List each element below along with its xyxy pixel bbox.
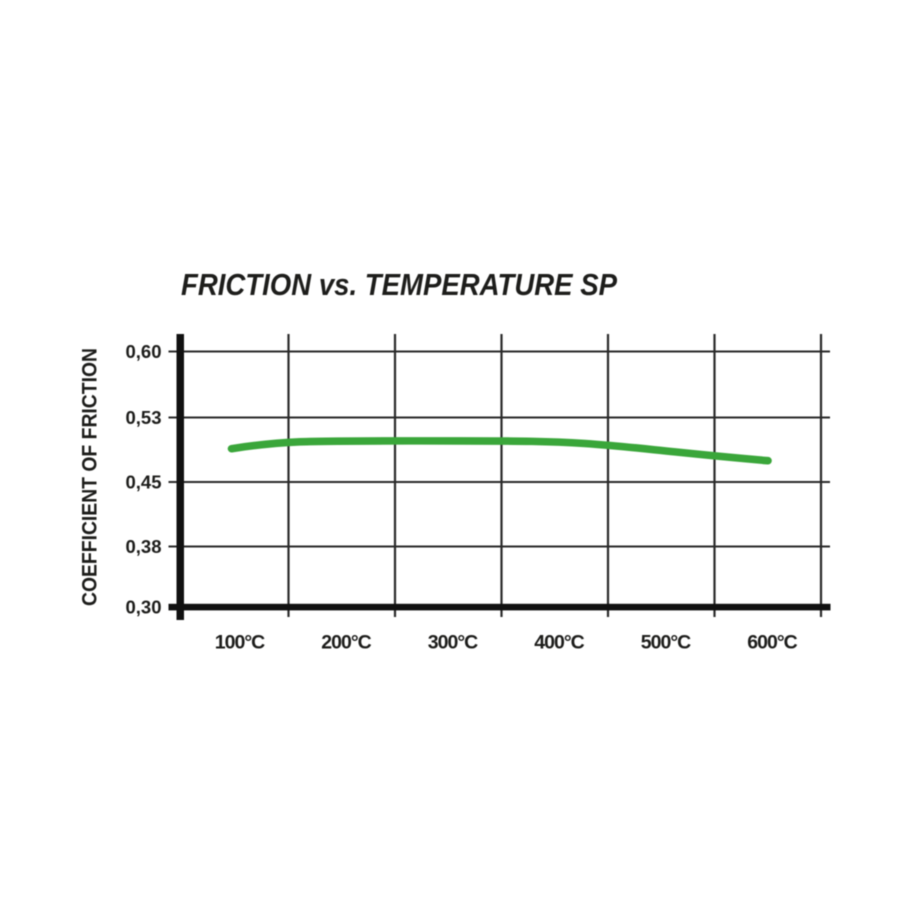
svg-text:100°C: 100°C bbox=[215, 632, 266, 654]
svg-text:0,30: 0,30 bbox=[125, 597, 161, 618]
svg-text:0,53: 0,53 bbox=[125, 407, 161, 428]
svg-text:FRICTION vs. TEMPERATURE SP: FRICTION vs. TEMPERATURE SP bbox=[181, 267, 617, 302]
svg-text:300°C: 300°C bbox=[428, 632, 479, 654]
svg-text:400°C: 400°C bbox=[534, 632, 585, 654]
svg-text:0,45: 0,45 bbox=[125, 472, 161, 493]
svg-text:200°C: 200°C bbox=[321, 632, 372, 654]
svg-text:0,38: 0,38 bbox=[125, 536, 161, 557]
svg-text:COEFFICIENT OF FRICTION: COEFFICIENT OF FRICTION bbox=[79, 348, 102, 606]
svg-text:500°C: 500°C bbox=[641, 632, 692, 654]
svg-text:600°C: 600°C bbox=[747, 632, 798, 654]
svg-text:0,60: 0,60 bbox=[125, 341, 161, 362]
